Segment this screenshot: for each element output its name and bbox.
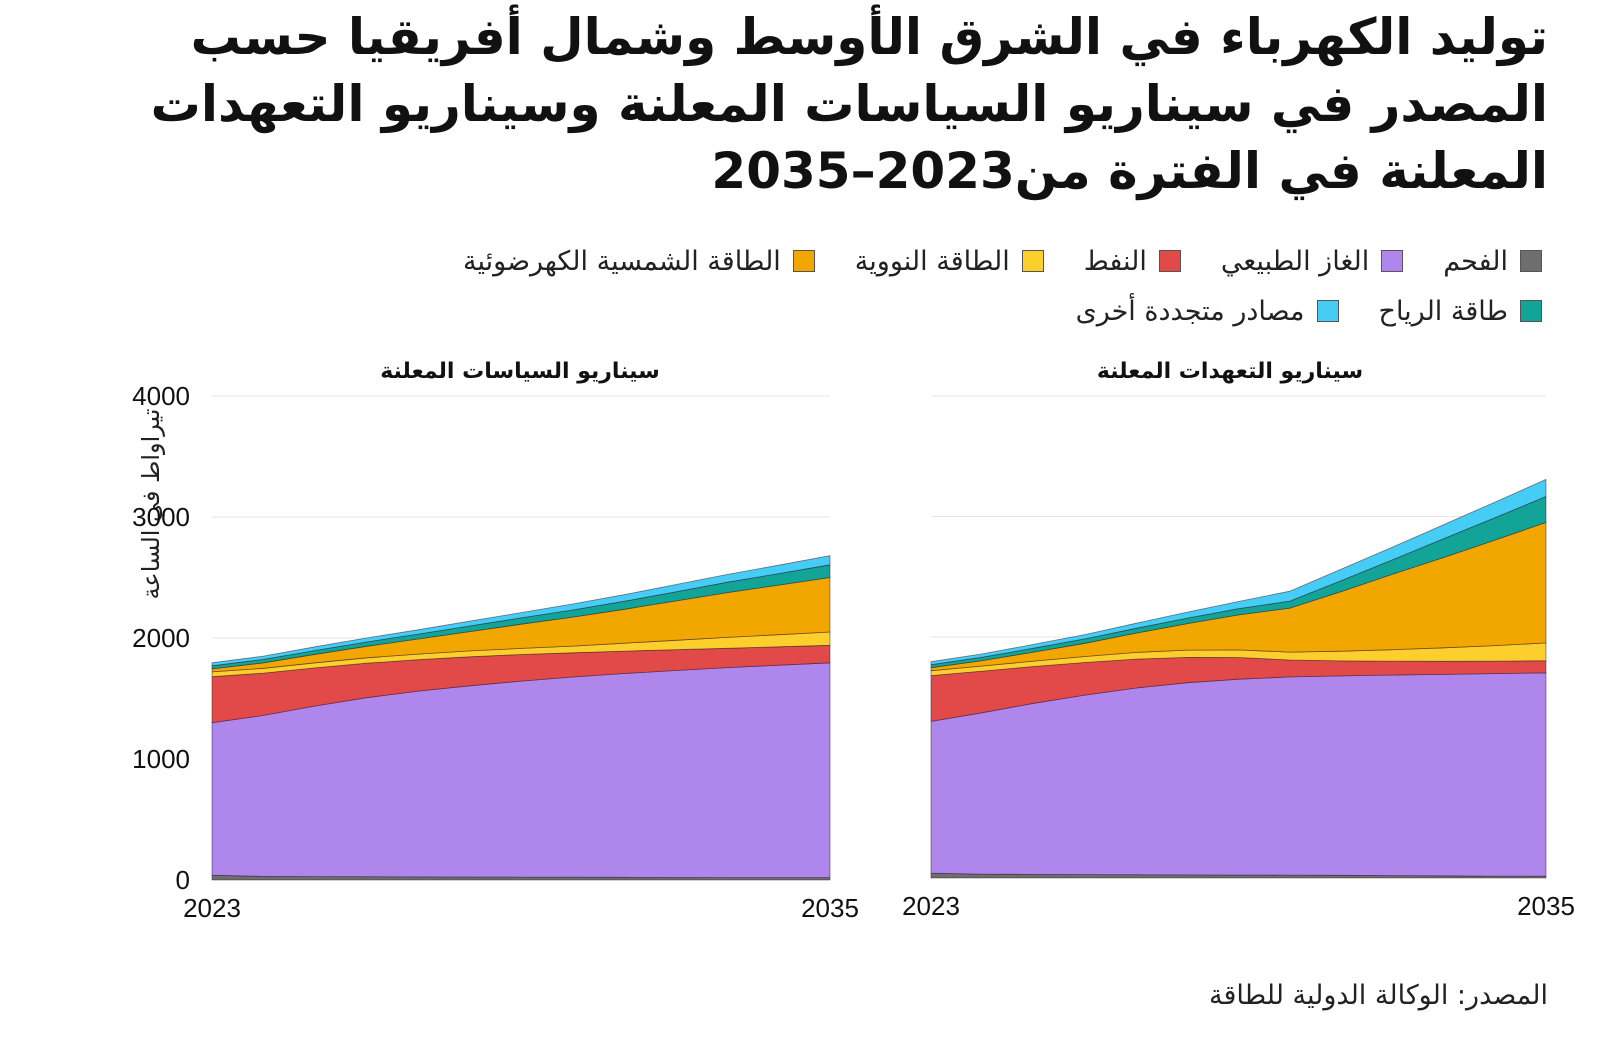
legend-row-2: طاقة الرياح مصادر متجددة أخرى [242, 286, 1542, 336]
y-tick-label: 0 [176, 865, 190, 895]
legend: الفحم الغاز الطبيعي النفط الطاقة النووية… [242, 236, 1542, 336]
panel-title: سيناريو السياسات المعلنة [380, 359, 660, 384]
legend-label-wind: طاقة الرياح [1378, 295, 1508, 327]
x-tick-label: 2035 [1517, 891, 1575, 921]
legend-swatch-nuclear [1021, 250, 1044, 272]
legend-row-1: الفحم الغاز الطبيعي النفط الطاقة النووية… [242, 236, 1542, 286]
legend-label-coal: الفحم [1443, 245, 1508, 277]
y-tick-label: 4000 [132, 381, 190, 411]
panel-stated-policies: سيناريو السياسات المعلنة 0 1000 2000 3000 400… [132, 359, 859, 923]
legend-item-oil: النفط [1084, 246, 1181, 277]
legend-label-other: مصادر متجددة أخرى [1075, 295, 1305, 327]
legend-label-gas: الغاز الطبيعي [1220, 245, 1370, 277]
legend-item-other: مصادر متجددة أخرى [1076, 296, 1339, 327]
area-other-renewables [211, 555, 831, 667]
legend-swatch-coal [1520, 250, 1542, 272]
legend-swatch-gas [1381, 250, 1404, 272]
legend-label-solar: الطاقة الشمسية الكهرضوئية [463, 245, 781, 277]
legend-swatch-oil [1158, 250, 1181, 272]
legend-item-coal: الفحم [1443, 246, 1542, 277]
y-tick-label: 1000 [132, 744, 190, 774]
legend-swatch-other [1316, 300, 1339, 322]
legend-label-oil: النفط [1083, 245, 1147, 277]
x-tick-label: 2023 [183, 893, 241, 923]
source-note: المصدر: الوكالة الدولية للطاقة [1209, 980, 1548, 1011]
panel-title: سيناريو التعهدات المعلنة [1097, 359, 1363, 384]
legend-swatch-wind [1520, 300, 1542, 322]
legend-item-gas: الغاز الطبيعي [1220, 245, 1404, 277]
legend-swatch-solar [792, 250, 815, 272]
y-tick-label: 2000 [132, 623, 190, 653]
area-other-renewables [930, 479, 1547, 666]
x-tick-label: 2035 [801, 893, 859, 923]
legend-item-nuclear: الطاقة النووية [855, 246, 1044, 277]
legend-label-nuclear: الطاقة النووية [854, 245, 1010, 277]
x-tick-label: 2023 [902, 891, 960, 921]
panel-announced-pledges: سيناريو التعهدات المعلنة 2023 2035 [902, 359, 1575, 921]
legend-item-wind: طاقة الرياح [1379, 296, 1542, 327]
legend-item-solar: الطاقة الشمسية الكهرضوئية [463, 246, 815, 277]
chart-title: توليد الكهرباء في الشرق الأوسط وشمال أفر… [150, 8, 1549, 200]
y-tick-label: 3000 [132, 502, 190, 532]
